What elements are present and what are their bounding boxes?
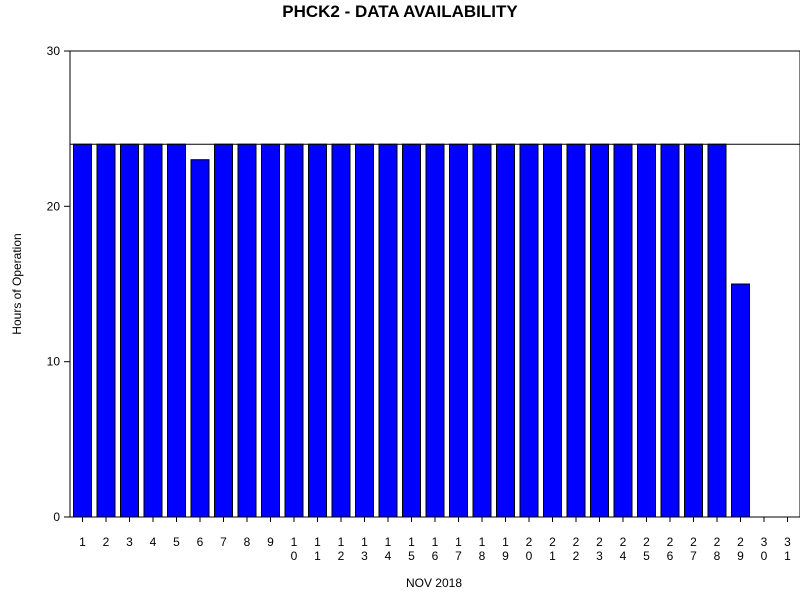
y-tick-label: 20: [47, 199, 61, 213]
bar-day-15: [402, 143, 421, 518]
x-tick-label: 4: [385, 549, 392, 563]
x-tick-label: 7: [220, 535, 227, 549]
x-tick-label: 1: [361, 535, 368, 549]
bar-day-2: [96, 143, 116, 518]
y-tick-label: 30: [47, 44, 61, 58]
x-tick-label: 5: [173, 535, 180, 549]
y-axis-label: Hours of Operation: [10, 233, 24, 334]
bar-day-8: [237, 143, 257, 518]
bar-day-14: [378, 143, 398, 518]
x-tick-label: 6: [432, 549, 439, 563]
bar-day-28: [707, 143, 727, 518]
bar-day-20: [519, 143, 539, 518]
bar-day-6: [190, 159, 210, 518]
bar-day-16: [425, 143, 445, 518]
x-tick-label: 0: [526, 549, 533, 563]
bar-day-7: [214, 143, 233, 518]
x-tick-label: 1: [79, 535, 86, 549]
y-axis-ticks: 0 10 20 30: [47, 44, 70, 524]
x-tick-label: 3: [784, 535, 791, 549]
bar-day-4: [143, 143, 163, 518]
bar-day-21: [543, 143, 562, 518]
bar-day-17: [449, 143, 468, 518]
x-tick-label: 4: [150, 535, 157, 549]
bar-day-19: [496, 143, 515, 518]
x-tick-label: 1: [314, 535, 321, 549]
x-tick-label: 8: [714, 549, 721, 563]
x-tick-label: 2: [643, 535, 650, 549]
x-tick-label: 4: [620, 549, 627, 563]
x-tick-label: 2: [338, 549, 345, 563]
x-tick-label: 2: [103, 535, 110, 549]
bar-day-26: [660, 143, 680, 518]
x-tick-label: 1: [291, 535, 298, 549]
x-tick-label: 3: [761, 535, 768, 549]
x-tick-label: 1: [455, 535, 462, 549]
y-tick-label: 0: [53, 510, 60, 524]
x-tick-label: 9: [737, 549, 744, 563]
x-tick-label: 1: [338, 535, 345, 549]
x-tick-label: 2: [620, 535, 627, 549]
x-tick-label: 6: [667, 549, 674, 563]
bar-day-10: [284, 143, 304, 518]
x-tick-label: 3: [361, 549, 368, 563]
x-tick-label: 1: [502, 535, 509, 549]
bar-day-23: [590, 143, 609, 518]
x-tick-label: 2: [596, 535, 603, 549]
bar-day-12: [331, 143, 351, 518]
y-tick-label: 10: [47, 355, 61, 369]
x-tick-label: 1: [314, 549, 321, 563]
bar-day-3: [120, 143, 139, 518]
bar-day-27: [684, 143, 703, 518]
x-tick-label: 0: [761, 549, 768, 563]
chart-title: PHCK2 - DATA AVAILABILITY: [282, 2, 518, 21]
x-tick-label: 2: [737, 535, 744, 549]
x-tick-label: 8: [244, 535, 251, 549]
x-tick-label: 5: [408, 549, 415, 563]
x-tick-label: 2: [573, 549, 580, 563]
x-tick-label: 2: [667, 535, 674, 549]
x-tick-label: 7: [690, 549, 697, 563]
x-tick-label: 1: [408, 535, 415, 549]
x-tick-label: 0: [291, 549, 298, 563]
bar-day-13: [355, 143, 374, 518]
x-tick-label: 1: [479, 535, 486, 549]
x-tick-label: 5: [643, 549, 650, 563]
bar-day-18: [472, 143, 492, 518]
x-axis-ticks: 1 2 3 4 5 6 7 8 9 1011121314151617181920212223242…: [79, 517, 791, 563]
x-axis-label: NOV 2018: [406, 576, 462, 590]
bar-day-9: [261, 143, 280, 518]
x-tick-label: 3: [126, 535, 133, 549]
x-tick-label: 6: [197, 535, 204, 549]
x-tick-label: 2: [526, 535, 533, 549]
bar-day-5: [167, 143, 186, 518]
x-tick-label: 9: [267, 535, 274, 549]
x-tick-label: 1: [432, 535, 439, 549]
x-tick-label: 9: [502, 549, 509, 563]
x-tick-label: 3: [596, 549, 603, 563]
bar-day-1: [73, 143, 92, 518]
x-tick-label: 1: [549, 549, 556, 563]
bar-day-25: [637, 143, 656, 518]
x-tick-label: 1: [784, 549, 791, 563]
x-tick-label: 7: [455, 549, 462, 563]
bar-day-11: [308, 143, 327, 518]
bar-day-24: [613, 143, 633, 518]
bar-day-29: [731, 283, 750, 518]
x-tick-label: 1: [385, 535, 392, 549]
x-tick-label: 2: [690, 535, 697, 549]
x-tick-label: 8: [479, 549, 486, 563]
x-tick-label: 2: [714, 535, 721, 549]
bar-day-22: [566, 143, 586, 518]
x-tick-label: 2: [549, 535, 556, 549]
x-tick-label: 2: [573, 535, 580, 549]
bars: [73, 143, 750, 518]
